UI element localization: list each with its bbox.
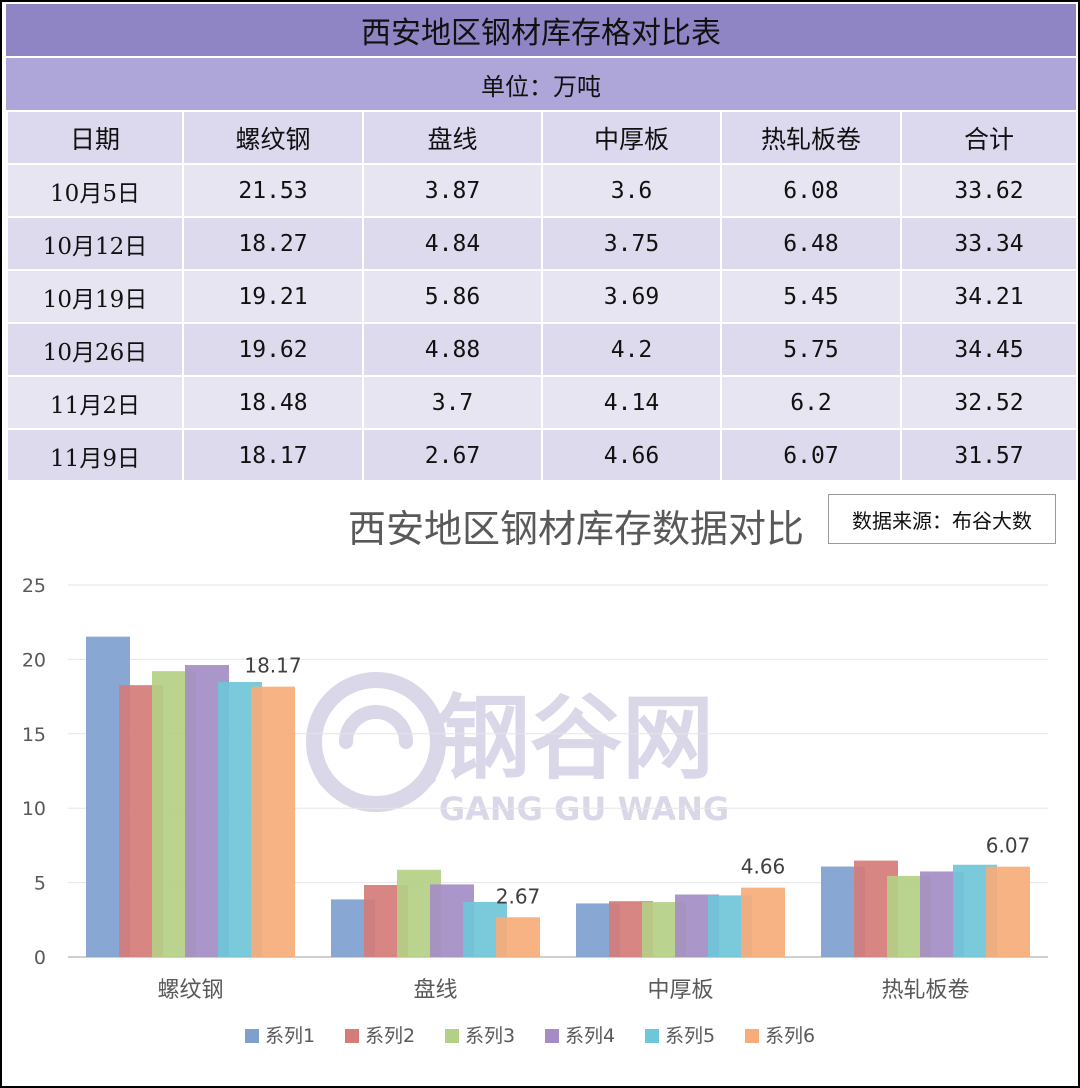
table-row: 10月5日 21.53 3.87 3.6 6.08 33.62 [6,163,1078,218]
x-tick-label: 中厚板 [647,978,713,1003]
y-tick-label: 20 [22,649,46,671]
inventory-table-section: 西安地区钢材库存格对比表 单位：万吨 日期 螺纹钢 盘线 中厚板 热轧板卷 合计 [6,4,1078,483]
cell-wire-rod: 3.7 [362,375,543,430]
y-tick-label: 0 [34,947,46,969]
table-title: 西安地区钢材库存格对比表 [6,4,1076,58]
table-header-row: 日期 螺纹钢 盘线 中厚板 热轧板卷 合计 [6,110,1078,165]
legend: 系列1 系列2 系列3 系列4 系列5 系列6 [245,1025,815,1047]
x-axis-ticks: 螺纹钢 盘线 中厚板 热轧板卷 [157,978,969,1003]
table-row: 10月19日 19.21 5.86 3.69 5.45 34.21 [6,269,1078,324]
inventory-table: 日期 螺纹钢 盘线 中厚板 热轧板卷 合计 10月5日 21.53 3.87 3… [6,110,1078,483]
x-tick-label: 热轧板卷 [881,978,969,1003]
cell-medium-plate: 3.6 [541,163,722,218]
cell-hot-rolled-coil: 6.07 [720,428,902,483]
legend-swatch [345,1029,359,1043]
header-wire-rod: 盘线 [362,110,543,165]
y-tick-label: 5 [34,873,46,895]
data-labels: 18.17 2.67 4.66 6.07 [244,654,1030,909]
cell-rebar: 19.21 [182,269,364,324]
legend-swatch [745,1029,759,1043]
table-unit: 单位：万吨 [6,58,1076,112]
legend-swatch [245,1029,259,1043]
cell-date: 10月5日 [6,163,184,218]
bar [496,917,540,957]
cell-rebar: 19.62 [182,322,364,377]
cell-medium-plate: 4.2 [541,322,722,377]
bars [86,636,1030,957]
y-tick-label: 25 [22,575,46,597]
cell-medium-plate: 3.75 [541,216,722,271]
cell-medium-plate: 3.69 [541,269,722,324]
legend-label: 系列6 [765,1025,815,1047]
cell-total: 34.45 [900,322,1078,377]
data-label: 2.67 [496,884,541,908]
cell-rebar: 18.17 [182,428,364,483]
data-label: 18.17 [244,654,301,678]
bar [741,887,785,957]
cell-hot-rolled-coil: 6.08 [720,163,902,218]
data-label: 4.66 [741,855,786,879]
cell-total: 32.52 [900,375,1078,430]
legend-label: 系列1 [265,1025,315,1047]
bar-chart: 钢谷网 GANG GU WANG 0 5 10 15 20 25 18.17 2.67 4.6… [22,507,1048,1047]
bar [251,686,295,957]
cell-medium-plate: 4.14 [541,375,722,430]
header-medium-plate: 中厚板 [541,110,722,165]
table-row: 10月26日 19.62 4.88 4.2 5.75 34.45 [6,322,1078,377]
cell-hot-rolled-coil: 5.75 [720,322,902,377]
cell-total: 34.21 [900,269,1078,324]
table-row: 11月9日 18.17 2.67 4.66 6.07 31.57 [6,428,1078,483]
legend-label: 系列5 [665,1025,715,1047]
legend-swatch [545,1029,559,1043]
cell-total: 33.62 [900,163,1078,218]
x-tick-label: 螺纹钢 [157,978,223,1003]
cell-date: 10月12日 [6,216,184,271]
cell-wire-rod: 2.67 [362,428,543,483]
cell-rebar: 18.48 [182,375,364,430]
cell-wire-rod: 4.88 [362,322,543,377]
watermark-en: GANG GU WANG [439,790,729,828]
cell-hot-rolled-coil: 5.45 [720,269,902,324]
data-label: 6.07 [986,834,1031,858]
cell-hot-rolled-coil: 6.48 [720,216,902,271]
watermark-cn: 钢谷网 [438,685,714,792]
cell-date: 11月2日 [6,375,184,430]
cell-wire-rod: 5.86 [362,269,543,324]
legend-label: 系列3 [465,1025,515,1047]
header-hot-rolled-coil: 热轧板卷 [720,110,902,165]
chart-title: 西安地区钢材库存数据对比 [348,507,804,551]
y-tick-label: 15 [22,724,46,746]
cell-hot-rolled-coil: 6.2 [720,375,902,430]
header-date: 日期 [6,110,184,165]
legend-label: 系列2 [365,1025,415,1047]
table-row: 10月12日 18.27 4.84 3.75 6.48 33.34 [6,216,1078,271]
cell-date: 11月9日 [6,428,184,483]
header-total: 合计 [900,110,1078,165]
x-tick-label: 盘线 [413,978,457,1003]
cell-date: 10月19日 [6,269,184,324]
header-rebar: 螺纹钢 [182,110,364,165]
cell-total: 33.34 [900,216,1078,271]
cell-rebar: 21.53 [182,163,364,218]
cell-medium-plate: 4.66 [541,428,722,483]
bar-chart-section: 钢谷网 GANG GU WANG 0 5 10 15 20 25 18.17 2.67 4.6… [6,480,1076,1084]
y-tick-label: 10 [22,798,46,820]
watermark-logo-icon [306,672,446,812]
cell-total: 31.57 [900,428,1078,483]
legend-swatch [445,1029,459,1043]
cell-date: 10月26日 [6,322,184,377]
bar [986,866,1030,957]
y-axis-ticks: 0 5 10 15 20 25 [22,575,46,969]
source-note: 数据来源：布谷大数 [828,494,1056,544]
table-row: 11月2日 18.48 3.7 4.14 6.2 32.52 [6,375,1078,430]
cell-wire-rod: 4.84 [362,216,543,271]
cell-rebar: 18.27 [182,216,364,271]
legend-label: 系列4 [565,1025,615,1047]
legend-swatch [645,1029,659,1043]
watermark: 钢谷网 GANG GU WANG [306,672,729,828]
cell-wire-rod: 3.87 [362,163,543,218]
